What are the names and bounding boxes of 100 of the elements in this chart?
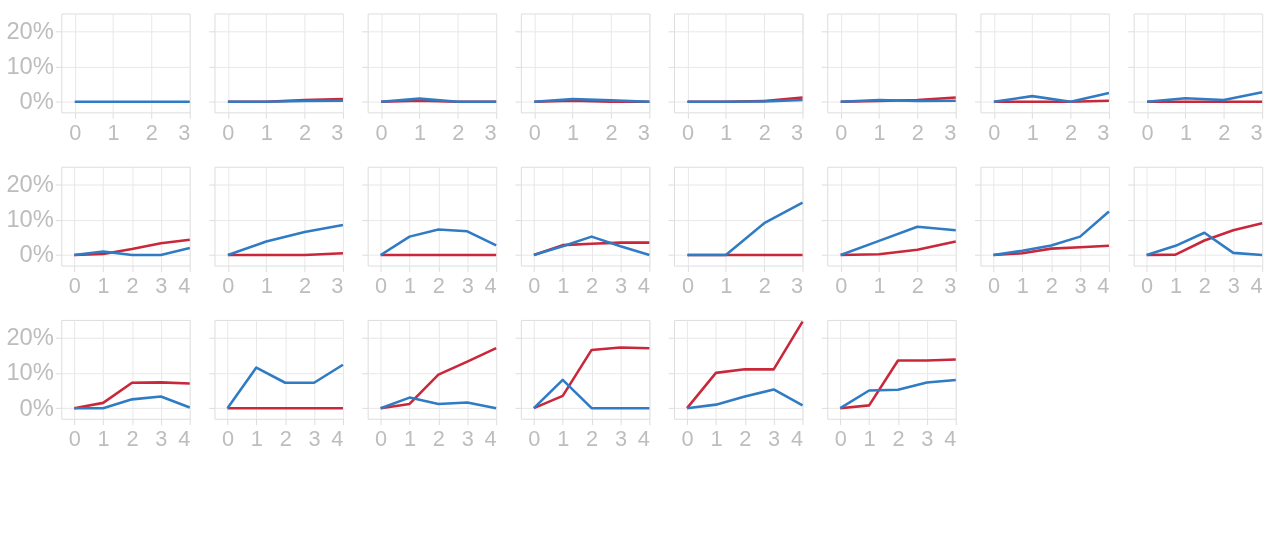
x-tick-label: 0 — [681, 425, 694, 451]
y-tick-label: 10% — [6, 206, 54, 233]
x-tick-label: 1 — [567, 119, 580, 145]
x-tick-label: 3 — [461, 425, 474, 451]
x-tick-label: 2 — [452, 119, 465, 145]
x-tick-label: 0 — [681, 119, 695, 145]
x-tick-label: 1 — [873, 272, 886, 298]
x-tick-label: 1 — [403, 425, 417, 451]
x-tick-label: 2 — [892, 425, 905, 451]
x-tick-label: 0 — [528, 119, 541, 145]
x-tick-label: 3 — [461, 272, 474, 298]
x-tick-label: 0 — [681, 272, 695, 298]
x-tick-label: 3 — [178, 119, 191, 145]
x-tick-label: 2 — [739, 425, 752, 451]
x-tick-label: 3 — [1097, 119, 1110, 145]
x-tick-label: 0 — [222, 272, 235, 298]
x-tick-label: 0 — [987, 272, 1000, 298]
y-tick-label: 10% — [6, 359, 54, 386]
x-tick-label: 3 — [790, 272, 804, 298]
x-tick-label: 1 — [250, 425, 263, 451]
x-tick-label: 3 — [155, 272, 168, 298]
x-tick-label: 3 — [331, 119, 344, 145]
x-tick-label: 4 — [790, 425, 804, 451]
x-tick-label: 3 — [1250, 119, 1263, 145]
y-tick-label: 0% — [19, 241, 54, 268]
x-tick-label: 0 — [375, 272, 388, 298]
y-tick-label: 0% — [19, 394, 54, 421]
x-tick-label: 2 — [758, 119, 771, 145]
x-tick-label: 0 — [1141, 272, 1154, 298]
x-tick-label: 2 — [279, 425, 292, 451]
x-tick-label: 2 — [1065, 119, 1078, 145]
x-tick-label: 0 — [375, 425, 388, 451]
x-tick-label: 1 — [107, 119, 120, 145]
x-tick-label: 4 — [944, 425, 957, 451]
x-tick-label: 2 — [1198, 272, 1211, 298]
x-tick-label: 2 — [586, 425, 599, 451]
x-tick-label: 2 — [605, 119, 618, 145]
x-tick-label: 4 — [637, 425, 650, 451]
x-tick-label: 4 — [331, 425, 344, 451]
y-tick-label: 20% — [6, 323, 54, 350]
x-tick-label: 3 — [308, 425, 321, 451]
x-tick-label: 4 — [1097, 272, 1110, 298]
y-tick-label: 20% — [6, 17, 54, 44]
x-tick-label: 2 — [586, 272, 599, 298]
x-tick-label: 1 — [557, 272, 570, 298]
x-tick-label: 4 — [178, 272, 191, 298]
x-tick-label: 0 — [528, 425, 541, 451]
x-tick-label: 3 — [331, 272, 344, 298]
x-tick-label: 3 — [1074, 272, 1087, 298]
x-tick-label: 0 — [68, 272, 81, 298]
x-tick-label: 0 — [221, 425, 235, 451]
x-tick-label: 3 — [484, 119, 497, 145]
x-tick-label: 2 — [145, 119, 158, 145]
x-tick-label: 1 — [1016, 272, 1029, 298]
x-tick-label: 3 — [637, 119, 650, 145]
x-tick-label: 3 — [614, 272, 628, 298]
x-tick-label: 1 — [97, 272, 110, 298]
x-tick-label: 3 — [155, 425, 168, 451]
x-tick-label: 2 — [432, 425, 445, 451]
x-tick-label: 0 — [835, 119, 848, 145]
x-tick-label: 3 — [614, 425, 628, 451]
x-tick-label: 1 — [1026, 119, 1039, 145]
x-tick-label: 1 — [1169, 272, 1183, 298]
x-tick-label: 0 — [375, 119, 388, 145]
x-tick-label: 0 — [69, 119, 82, 145]
x-tick-label: 4 — [484, 272, 497, 298]
x-tick-label: 1 — [863, 425, 876, 451]
x-tick-label: 0 — [222, 119, 235, 145]
x-tick-label: 0 — [528, 272, 541, 298]
x-tick-label: 3 — [768, 425, 781, 451]
x-tick-label: 2 — [299, 119, 312, 145]
x-tick-label: 4 — [484, 425, 497, 451]
x-tick-label: 1 — [260, 272, 273, 298]
x-tick-label: 1 — [403, 272, 417, 298]
x-tick-label: 2 — [432, 272, 445, 298]
y-tick-label: 10% — [6, 52, 54, 79]
x-tick-label: 0 — [988, 119, 1001, 145]
x-tick-label: 2 — [126, 425, 139, 451]
x-tick-label: 2 — [126, 272, 139, 298]
x-tick-label: 2 — [1218, 119, 1231, 145]
x-tick-label: 1 — [97, 425, 110, 451]
x-tick-label: 0 — [835, 272, 848, 298]
x-tick-label: 3 — [944, 119, 957, 145]
x-tick-label: 2 — [911, 272, 924, 298]
x-tick-label: 2 — [758, 272, 771, 298]
x-tick-label: 1 — [557, 425, 570, 451]
x-tick-label: 3 — [790, 119, 804, 145]
y-tick-label: 0% — [19, 88, 54, 115]
x-tick-label: 0 — [1141, 119, 1154, 145]
x-tick-label: 1 — [413, 119, 426, 145]
y-tick-label: 20% — [6, 170, 54, 197]
x-tick-label: 3 — [944, 272, 957, 298]
x-tick-label: 3 — [1227, 272, 1240, 298]
x-tick-label: 3 — [921, 425, 934, 451]
x-tick-label: 0 — [834, 425, 847, 451]
x-tick-label: 2 — [299, 272, 312, 298]
x-tick-label: 1 — [710, 425, 723, 451]
x-tick-label: 1 — [873, 119, 886, 145]
x-tick-label: 2 — [911, 119, 924, 145]
x-tick-label: 1 — [260, 119, 273, 145]
